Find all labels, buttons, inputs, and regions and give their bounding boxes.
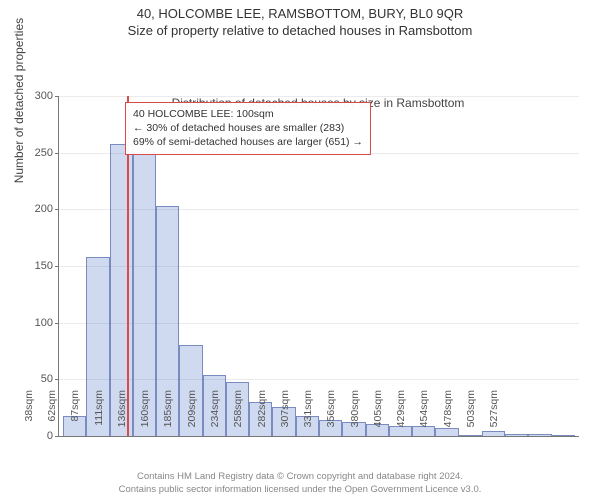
x-tick-label: 307sqm [279,390,291,440]
annotation-line: 40 HOLCOMBE LEE: 100sqm [133,107,363,121]
y-tick-label: 100 [13,317,53,329]
x-tick-label: 160sqm [139,390,151,440]
y-tick-label: 150 [13,260,53,272]
x-tick-label: 454sqm [418,390,430,440]
x-tick-label: 234sqm [209,390,221,440]
annotation-line: ← 30% of detached houses are smaller (28… [133,121,363,135]
x-tick-label: 38sqm [23,390,35,440]
x-tick-label: 185sqm [162,390,174,440]
x-tick-label: 380sqm [349,390,361,440]
y-tick-label: 300 [13,90,53,102]
annotation-line: 69% of semi-detached houses are larger (… [133,135,363,149]
x-tick-label: 429sqm [395,390,407,440]
x-tick-label: 209sqm [186,390,198,440]
y-tick-label: 200 [13,203,53,215]
x-tick-label: 356sqm [325,390,337,440]
page-subtitle: Size of property relative to detached ho… [0,23,600,38]
y-tick-label: 250 [13,147,53,159]
x-tick-label: 331sqm [302,390,314,440]
x-tick-label: 136sqm [116,390,128,440]
footer-line2: Contains public sector information licen… [0,484,600,496]
page-title-address: 40, HOLCOMBE LEE, RAMSBOTTOM, BURY, BL0 … [0,6,600,21]
histogram-bar [552,435,575,436]
footer-line1: Contains HM Land Registry data © Crown c… [0,471,600,483]
x-tick-label: 62sqm [46,390,58,440]
x-tick-label: 282sqm [256,390,268,440]
histogram-bar [505,434,528,436]
x-tick-label: 405sqm [372,390,384,440]
x-tick-label: 111sqm [93,390,105,440]
x-tick-label: 503sqm [465,390,477,440]
histogram-bar [528,434,551,436]
x-tick-label: 87sqm [69,390,81,440]
x-tick-label: 478sqm [442,390,454,440]
plot-area: 050100150200250300 38sqm62sqm87sqm111sqm… [58,96,579,437]
y-tick-label: 50 [13,373,53,385]
x-tick-label: 527sqm [488,390,500,440]
histogram-chart: Number of detached properties 0501001502… [58,96,578,436]
footer-attribution: Contains HM Land Registry data © Crown c… [0,471,600,496]
x-tick-label: 258sqm [232,390,244,440]
annotation-box: 40 HOLCOMBE LEE: 100sqm← 30% of detached… [125,102,371,155]
